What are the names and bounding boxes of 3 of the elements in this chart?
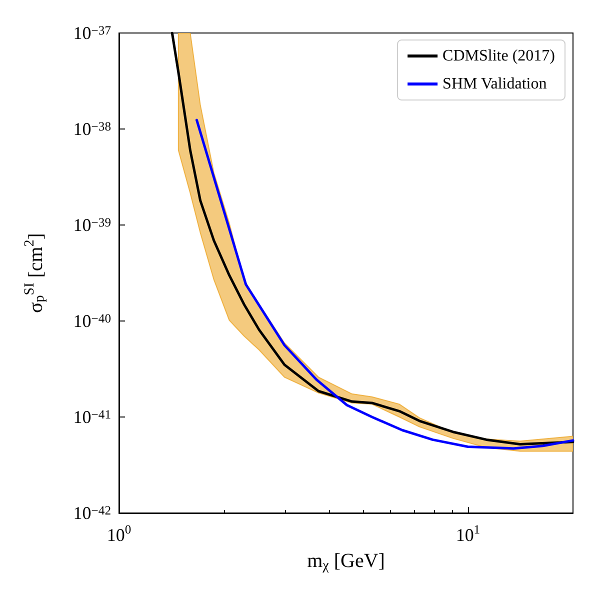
legend-label: SHM Validation (442, 76, 547, 92)
legend-label: CDMSlite (2017) (442, 48, 556, 64)
y-axis-title: σpSI [cm2] (22, 233, 48, 313)
